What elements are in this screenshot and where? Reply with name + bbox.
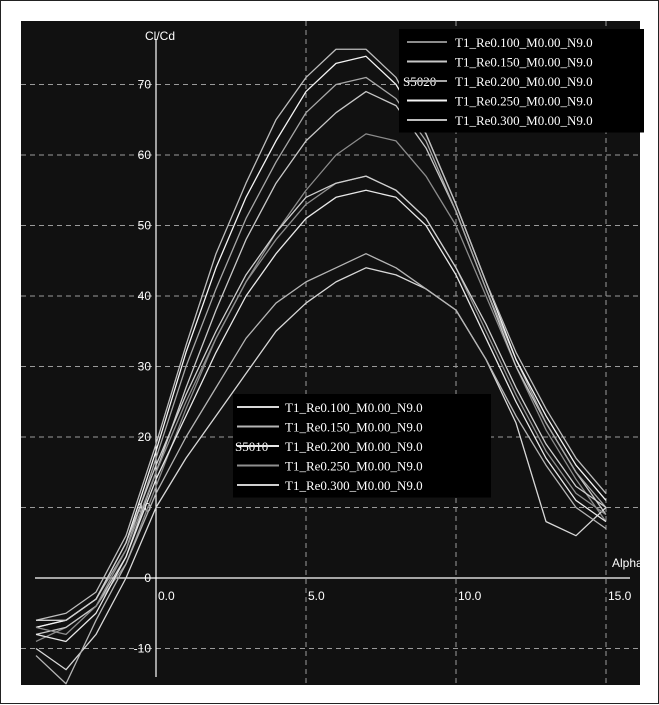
series-line <box>35 267 607 671</box>
series-line <box>35 55 607 628</box>
legend-entry: T1_Re0.100_M0.00_N9.0 <box>285 400 423 415</box>
legend-entry: T1_Re0.200_M0.00_N9.0 <box>455 74 593 89</box>
series-lines <box>35 48 607 685</box>
series-line <box>35 175 607 636</box>
series-line <box>35 189 607 643</box>
legend-entry: T1_Re0.200_M0.00_N9.0 <box>285 439 423 454</box>
series-line <box>36 175 607 621</box>
y-axis-label: Cl/Cd <box>145 29 175 43</box>
legends: S5020T1_Re0.100_M0.00_N9.0T1_Re0.150_M0.… <box>233 29 644 498</box>
legend-entry: T1_Re0.100_M0.00_N9.0 <box>455 35 593 50</box>
y-tick-label: 0 <box>144 571 151 585</box>
legend-entry: T1_Re0.150_M0.00_N9.0 <box>455 55 593 70</box>
y-tick-label: 20 <box>138 430 152 444</box>
series-line <box>35 253 607 685</box>
legend-entry: T1_Re0.250_M0.00_N9.0 <box>285 459 423 474</box>
x-axis-label: Alpha <box>612 556 643 570</box>
legend-entry: T1_Re0.300_M0.00_N9.0 <box>455 113 593 128</box>
y-tick-label: 60 <box>138 148 152 162</box>
legend-entry: T1_Re0.150_M0.00_N9.0 <box>285 420 423 435</box>
y-tick-label: 30 <box>138 360 152 374</box>
legend-entry: T1_Re0.300_M0.00_N9.0 <box>285 478 423 493</box>
legend-entry: T1_Re0.250_M0.00_N9.0 <box>455 94 593 109</box>
x-tick-label: 10.0 <box>458 589 482 603</box>
x-tick-label: 15.0 <box>608 589 632 603</box>
y-tick-label: 50 <box>138 219 152 233</box>
y-tick-label: 40 <box>138 289 152 303</box>
y-tick-label: 70 <box>138 78 152 92</box>
x-tick-label: 5.0 <box>308 589 325 603</box>
y-tick-label: -10 <box>134 642 152 656</box>
x-tick-label: 0.0 <box>158 589 175 603</box>
series-line <box>35 48 607 621</box>
